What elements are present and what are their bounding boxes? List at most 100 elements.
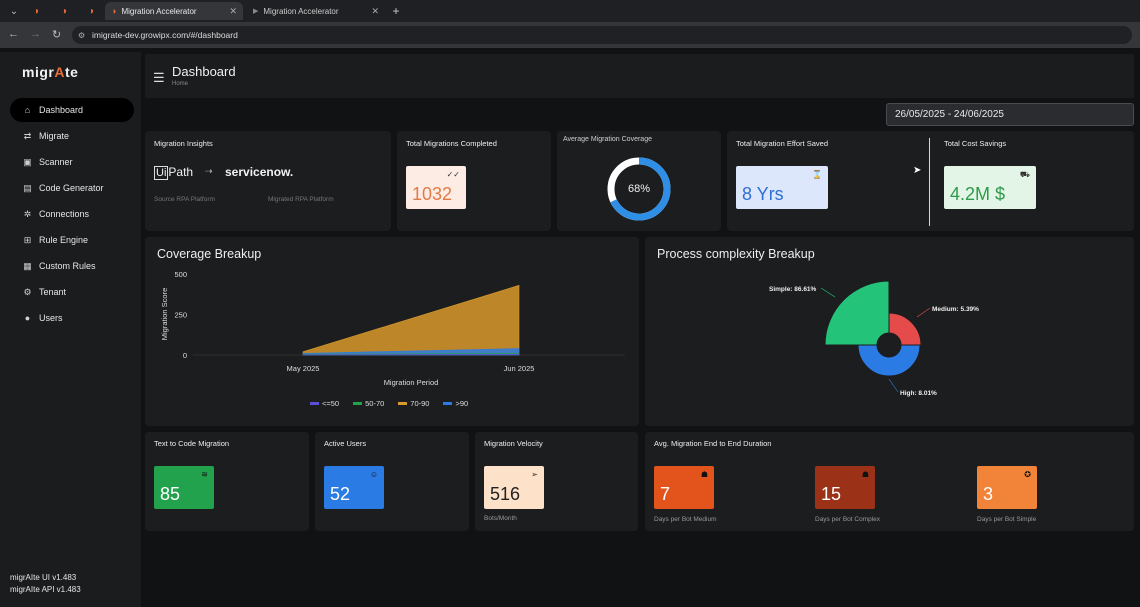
version-ui: migrAIte UI v1.483 [10, 573, 77, 582]
arrow-right-icon: ⇢ [205, 166, 213, 176]
gauge-value: 68% [628, 183, 650, 195]
sidebar-item-label: Users [39, 313, 63, 323]
total-migrations-stat: ✓✓ 1032 [406, 166, 466, 209]
tab-list-icon[interactable]: ⌄ [9, 5, 19, 17]
stat-value: 52 [330, 484, 351, 504]
sidebar-item-scanner[interactable]: ▣ Scanner [10, 150, 134, 174]
sidebar-item-code-generator[interactable]: ▤ Code Generator [10, 176, 134, 200]
sidebar-item-rule-engine[interactable]: ⊞ Rule Engine [10, 228, 134, 252]
code-icon: ▤ [23, 182, 32, 193]
sidebar-item-label: Dashboard [39, 105, 84, 115]
duration-label: Days per Bot Medium [654, 516, 717, 523]
sidebar-item-dashboard[interactable]: ⌂ Dashboard [10, 98, 134, 122]
uipath-logo-text: Path [168, 165, 194, 179]
legend-item[interactable]: 70-90 [398, 399, 429, 408]
robot-icon: ☗ [861, 470, 869, 479]
card-title: Migration Insights [154, 139, 213, 148]
coverage-breakup-card: Coverage Breakup Migration Score Migrati… [145, 237, 639, 426]
text-to-code-stat: ≋ 85 [154, 466, 214, 509]
legend-item[interactable]: <=50 [310, 399, 339, 408]
sidebar-item-users[interactable]: ● Users [10, 306, 134, 330]
page-title: Dashboard [172, 64, 236, 79]
sidebar-item-connections[interactable]: ✲ Connections [10, 202, 134, 226]
pinned-tab-icon[interactable]: ◑ [87, 5, 95, 17]
area-series [302, 284, 520, 356]
site-info-icon[interactable]: ⚙ [78, 30, 86, 40]
x-tick-label: Jun 2025 [504, 364, 535, 373]
sidebar-item-migrate[interactable]: ⇄ Migrate [10, 124, 134, 148]
coverage-gauge: 68% [607, 157, 671, 221]
pinned-tab-icon[interactable]: ◑ [32, 5, 40, 17]
coverage-area-chart: Migration Score Migration Period 0 250 500… [160, 270, 625, 387]
card-title: Total Migrations Completed [406, 139, 497, 148]
pie-slice [824, 280, 890, 346]
users-icon: ● [24, 313, 31, 323]
stat-value: 3 [983, 484, 994, 504]
stat-value: 15 [821, 484, 842, 504]
pie-slice [888, 312, 922, 346]
sidebar-item-custom-rules[interactable]: ▦ Custom Rules [10, 254, 134, 278]
version-api: migrAIte API v1.483 [10, 585, 81, 594]
app-logo[interactable]: migrAte [22, 64, 78, 80]
back-icon[interactable]: ← [8, 28, 19, 40]
waves-icon: ≋ [201, 470, 208, 479]
gauge-fill [607, 157, 671, 221]
close-icon[interactable]: ✕ [229, 5, 237, 16]
slice-label: High: 8.01% [900, 390, 937, 397]
legend-label: 50-70 [365, 399, 385, 408]
average-coverage-card: Average Migration Coverage 68% [557, 131, 721, 231]
badge-icon: ✪ [1024, 470, 1031, 479]
connections-icon: ✲ [23, 208, 32, 219]
duration-label: Days per Bot Simple [977, 516, 1037, 523]
slice-label: Medium: 5.39% [932, 306, 979, 313]
url-field[interactable]: ⚙ imigrate-dev.growipx.com/#/dashboard [72, 26, 1132, 44]
sidebar-item-tenant[interactable]: ⚙ Tenant [10, 280, 134, 304]
tab-favicon-icon: ◑ [111, 6, 117, 16]
sidebar-item-label: Tenant [39, 287, 67, 297]
effort-cost-card: Total Migration Effort Saved ⌛ 8 Yrs Tot… [727, 131, 1134, 231]
text-to-code-card: Text to Code Migration ≋ 85 [145, 432, 309, 531]
address-bar: ← → ↻ ⚙ imigrate-dev.growipx.com/#/dashb… [0, 22, 1140, 48]
sidebar-item-label: Scanner [39, 157, 73, 167]
y-tick-label: 0 [183, 351, 187, 360]
duration-complex-stat: ☗ 15 [815, 466, 875, 509]
pie-slice [857, 344, 921, 377]
forward-icon[interactable]: → [30, 28, 41, 40]
logo-text: te [64, 64, 79, 80]
active-users-stat: ☺ 52 [324, 466, 384, 509]
stat-value: 7 [660, 484, 671, 504]
sidebar-item-label: Rule Engine [39, 235, 89, 245]
breadcrumb[interactable]: Home [172, 81, 189, 87]
sidebar-item-label: Custom Rules [39, 261, 96, 271]
stat-value: 4.2M $ [950, 184, 1006, 204]
stat-value: 516 [490, 484, 521, 504]
tenant-icon: ⚙ [23, 286, 32, 297]
legend-item[interactable]: 50-70 [353, 399, 384, 408]
card-title: Migration Velocity [484, 439, 543, 448]
sidebar-item-label: Connections [39, 209, 90, 219]
card-title: Average Migration Coverage [563, 136, 652, 143]
divider [929, 138, 930, 226]
velocity-card: Migration Velocity ➢ 516 Bots/Month [475, 432, 638, 531]
robot-icon: ☗ [700, 470, 708, 479]
complexity-pie-chart: Simple: 86.61% Medium: 5.39% High: 8.01% [769, 280, 979, 397]
new-tab-icon[interactable]: + [392, 4, 400, 18]
area-series [302, 354, 520, 356]
hourglass-icon: ⌛ [812, 170, 822, 179]
duration-label: Days per Bot Complex [815, 516, 881, 523]
servicenow-logo: servicenow. [225, 165, 294, 179]
pinned-tab-icon[interactable]: ◑ [60, 5, 68, 17]
legend-item[interactable]: >90 [443, 399, 468, 408]
total-migrations-card: Total Migrations Completed ✓✓ 1032 [397, 131, 551, 231]
close-icon[interactable]: ✕ [371, 5, 379, 16]
source-platform-label: Source RPA Platform [154, 196, 215, 203]
duration-card: Avg. Migration End to End Duration ☗ 7 D… [645, 432, 1134, 531]
browser-tab[interactable]: ▶ Migration Accelerator ✕ [247, 2, 385, 20]
target-platform-label: Migrated RPA Platform [268, 196, 334, 203]
card-title: Total Cost Savings [944, 139, 1007, 148]
reload-icon[interactable]: ↻ [52, 29, 62, 41]
browser-tab-active[interactable]: ◑ Migration Accelerator ✕ [105, 2, 243, 20]
date-range-picker[interactable]: 26/05/2025 - 24/06/2025 [886, 103, 1134, 126]
menu-icon[interactable]: ☰ [153, 70, 165, 85]
legend-swatch [310, 402, 319, 405]
